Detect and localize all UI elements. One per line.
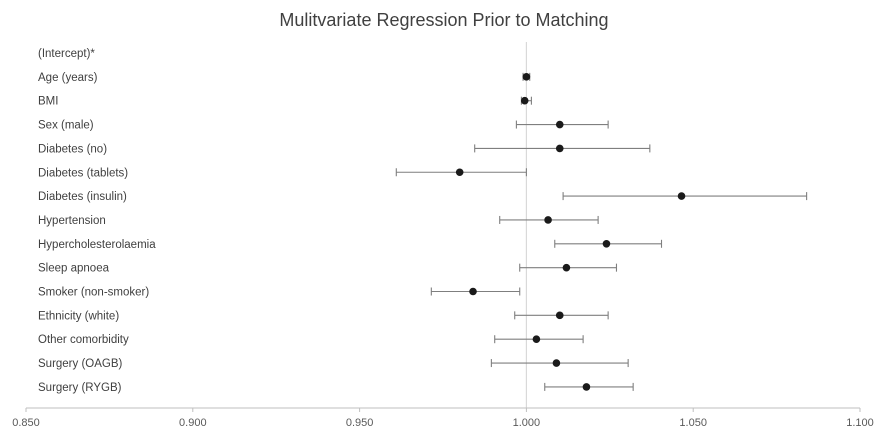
estimate-point (522, 73, 531, 81)
row-label: Surgery (RYGB) (38, 382, 122, 394)
estimate-points (455, 73, 686, 391)
row-label: Smoker (non-smoker) (38, 287, 149, 299)
row-label: Diabetes (tablets) (38, 167, 128, 179)
x-tick-label: 0.850 (12, 417, 40, 429)
estimate-point (532, 335, 541, 344)
estimate-point (602, 240, 611, 248)
estimate-point (455, 168, 464, 177)
estimate-point (552, 359, 561, 367)
row-label: BMI (38, 96, 58, 108)
error-bars (395, 72, 808, 391)
row-label: Surgery (OAGB) (38, 358, 123, 370)
x-tick-label: 1.050 (679, 417, 707, 429)
row-label: Hypercholesterolaemia (38, 239, 156, 251)
estimate-point (555, 311, 564, 320)
row-label: Ethnicity (white) (38, 310, 119, 322)
x-tick-label: 1.100 (846, 417, 874, 429)
estimate-point (555, 120, 564, 129)
estimate-point (677, 192, 686, 200)
x-tick-label: 0.950 (346, 417, 374, 429)
estimate-point (469, 287, 477, 296)
row-label: Diabetes (no) (38, 143, 107, 155)
estimate-point (582, 383, 591, 391)
x-tick-label: 1.000 (513, 417, 541, 429)
row-label: Diabetes (insulin) (38, 191, 127, 203)
row-label: Sex (male) (38, 120, 94, 132)
estimate-point (520, 96, 529, 105)
x-axis: 0.850 0.900 0.950 1.000 1.050 1.100 (12, 407, 874, 429)
row-label: Hypertension (38, 215, 106, 227)
estimate-point (562, 263, 571, 272)
row-labels: (Intercept)* Age (years) BMI Sex (male) Diab… (38, 48, 156, 394)
x-tick-label: 0.900 (179, 417, 207, 429)
row-label: Age (years) (38, 72, 98, 84)
row-label: (Intercept)* (38, 48, 95, 60)
estimate-point (555, 144, 564, 153)
estimate-point (544, 216, 552, 224)
chart-title: Mulitvariate Regression Prior to Matchin… (279, 10, 608, 30)
row-label: Other comorbidity (38, 334, 129, 346)
row-label: Sleep apnoea (38, 263, 110, 275)
